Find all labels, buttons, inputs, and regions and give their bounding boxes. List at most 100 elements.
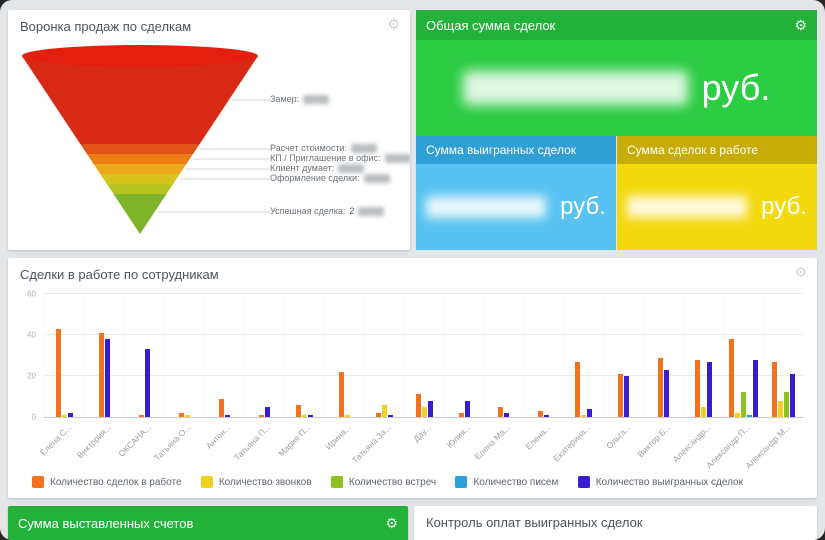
redacted-value: [358, 206, 385, 216]
legend-item[interactable]: Количество звонков: [200, 476, 312, 488]
invoices-panel: Сумма выставленных счетов ⚙: [8, 506, 408, 540]
legend-label: Количество сделок в работе: [50, 476, 182, 488]
deals-by-employee-panel: Сделки в работе по сотрудникам ⚙ 0 20 40 60…: [8, 258, 817, 498]
bar-group: [83, 294, 124, 417]
bar: [178, 412, 184, 417]
total-sum-title: Общая сумма сделок: [426, 17, 556, 33]
bar: [104, 339, 110, 417]
bar-group: [363, 294, 404, 417]
deal-totals-panel: Общая сумма сделок ⚙ руб. Сумма выигранн…: [416, 10, 817, 250]
bar: [753, 359, 759, 417]
x-axis-cell: Ирина...: [322, 418, 364, 474]
x-axis-label: Юлия...: [444, 422, 473, 451]
sales-funnel-panel: Воронка продаж по сделкам ⚙ Замер: Расчет…: [8, 10, 410, 250]
bar: [415, 394, 421, 417]
bar: [735, 412, 741, 417]
funnel-stage-label: Клиент думает:: [270, 163, 335, 173]
gear-icon[interactable]: ⚙: [794, 17, 807, 33]
redacted-value: [384, 153, 410, 163]
redacted-value: [351, 143, 378, 153]
bar: [587, 408, 593, 417]
total-sum-header: Общая сумма сделок ⚙: [416, 10, 817, 40]
bar-group: [403, 294, 444, 417]
funnel-stage: Клиент думает:: [270, 163, 365, 173]
bar: [538, 410, 544, 417]
bar: [498, 406, 504, 417]
x-axis-cell: Александр П...: [704, 418, 763, 474]
bar: [258, 414, 264, 417]
bar: [344, 414, 350, 417]
legend-label: Количество писем: [473, 476, 559, 488]
funnel-stage-label: Оформление сделки:: [270, 173, 360, 183]
payments-panel: Контроль оплат выигранных сделок: [414, 506, 817, 540]
won-deals-panel: Сумма выигранных сделок руб.: [416, 136, 616, 250]
legend-item[interactable]: Количество писем: [455, 476, 558, 488]
bar: [790, 373, 796, 417]
x-axis-label: Ольга...: [603, 422, 633, 451]
funnel-stage: КП / Приглашение в офис:: [270, 153, 410, 163]
bar-group: [443, 294, 484, 417]
invoices-title: Сумма выставленных счетов: [18, 515, 194, 531]
currency-label: руб.: [560, 193, 606, 220]
in-progress-value-area: руб.: [617, 164, 817, 250]
x-axis-cell: Ольга...: [603, 418, 643, 474]
bar: [695, 359, 701, 417]
legend-label: Количество встреч: [348, 476, 437, 488]
bar: [144, 349, 150, 417]
bar: [184, 414, 190, 417]
bar-group: [763, 294, 803, 417]
bar: [664, 369, 670, 417]
x-axis-cell: Мария П...: [276, 418, 324, 474]
bar: [61, 414, 67, 417]
x-axis-cell: Елена...: [523, 418, 563, 474]
legend-item[interactable]: Количество сделок в работе: [32, 476, 182, 488]
employee-chart-title: Сделки в работе по сотрудникам: [20, 267, 219, 282]
bar: [224, 414, 230, 417]
bar: [375, 412, 381, 417]
legend-swatch-icon: [330, 476, 343, 488]
invoices-header: Сумма выставленных счетов ⚙: [8, 506, 408, 540]
bar: [772, 361, 778, 417]
legend-item[interactable]: Количество выигранных сделок: [577, 476, 743, 488]
x-axis-cell: Елена Ма...: [473, 418, 523, 474]
bar: [778, 400, 784, 417]
x-axis-cell: Дау...: [404, 418, 444, 474]
gear-icon[interactable]: ⚙: [385, 515, 398, 531]
bar: [98, 332, 104, 417]
bar-group: [163, 294, 204, 417]
bar-group: [683, 294, 723, 417]
won-deals-value-area: руб.: [416, 164, 616, 250]
bar-plot: 0 20 40 60: [27, 290, 803, 422]
x-axis-cell: Виктор Б...: [635, 418, 683, 474]
funnel-stage: Расчет стоимости:: [270, 143, 378, 153]
x-axis-cell: Татьяна О...: [152, 418, 204, 474]
bar-group: [203, 294, 244, 417]
in-progress-header: Сумма сделок в работе: [617, 136, 817, 164]
won-deals-header: Сумма выигранных сделок: [416, 136, 616, 164]
x-axis-label: Ирина...: [322, 422, 353, 452]
bar: [427, 400, 433, 417]
gear-icon[interactable]: ⚙: [794, 264, 807, 280]
x-axis-cell: Виктория...: [75, 418, 124, 474]
legend-item[interactable]: Количество встреч: [330, 476, 437, 488]
funnel-chart: [22, 45, 270, 234]
bar: [458, 412, 464, 417]
bar-group: [323, 294, 364, 417]
bar: [421, 406, 427, 417]
x-axis-cell: Елена С...: [37, 418, 84, 474]
legend-swatch-icon: [200, 476, 213, 488]
bar-group: [243, 294, 284, 417]
x-axis-cell: Антон...: [204, 418, 244, 474]
x-axis-label: Антон...: [204, 422, 233, 451]
bar: [381, 404, 387, 417]
legend-swatch-icon: [455, 476, 468, 488]
funnel-stage-label: Замер:: [270, 94, 300, 104]
gridline: [44, 293, 803, 294]
bar-group: [603, 294, 643, 417]
bar-group: [283, 294, 324, 417]
bar: [544, 414, 550, 417]
bar-group: [123, 294, 164, 417]
gear-icon[interactable]: ⚙: [387, 16, 400, 32]
redacted-value: [338, 163, 365, 173]
